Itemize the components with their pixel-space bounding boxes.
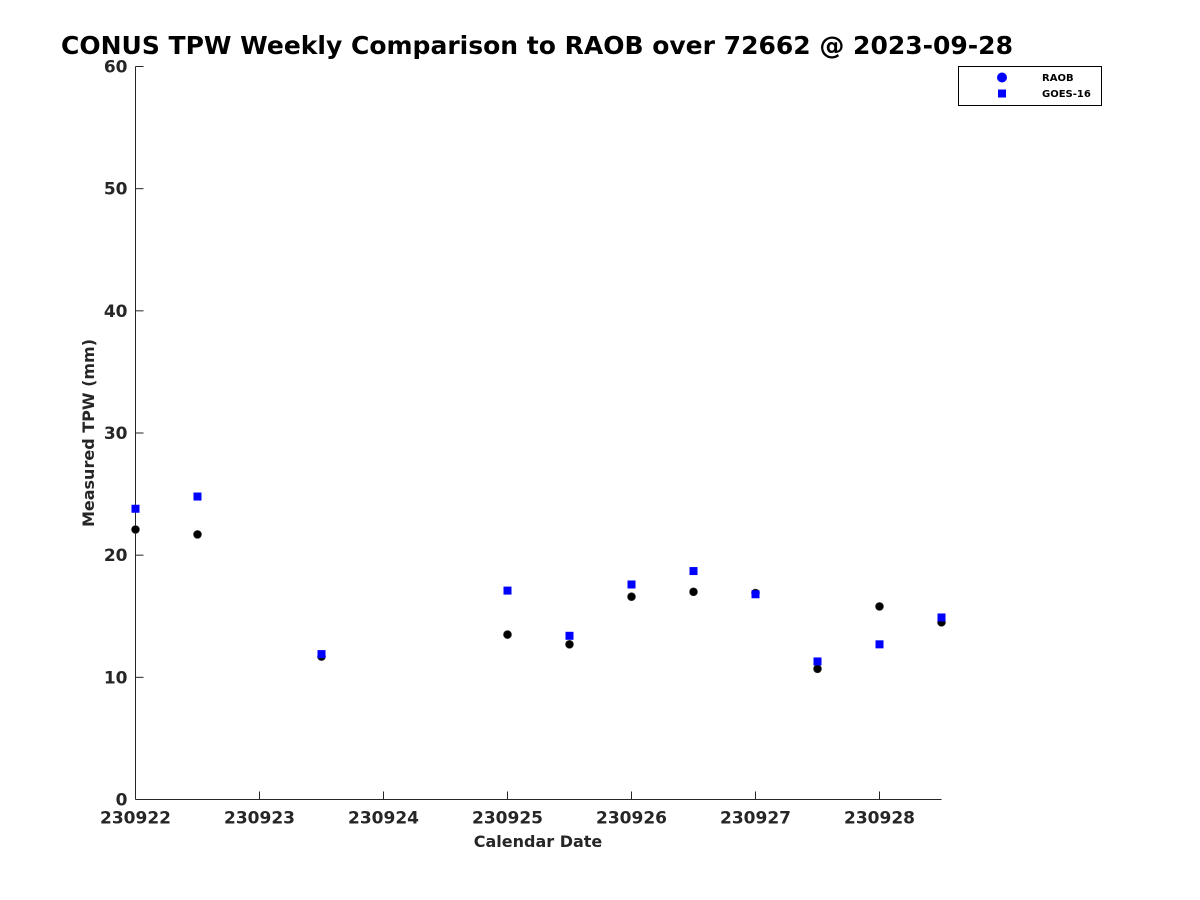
legend-label-goes16: GOES-16 <box>1042 89 1091 100</box>
point-goes16 <box>193 492 202 501</box>
chart-title: CONUS TPW Weekly Comparison to RAOB over… <box>61 31 1013 60</box>
legend-box <box>958 66 1102 106</box>
point-goes16 <box>565 631 574 640</box>
legend: RAOB GOES-16 <box>958 66 1102 106</box>
x-tick-label: 230926 <box>596 809 667 829</box>
data-points <box>131 492 946 674</box>
y-tick-label: 0 <box>116 791 128 811</box>
x-tick-label: 230927 <box>720 809 791 829</box>
x-tick-label: 230924 <box>348 809 419 829</box>
point-goes16 <box>937 613 946 622</box>
y-axis-label: Measured TPW (mm) <box>79 339 98 527</box>
legend-marker-goes16 <box>998 89 1006 98</box>
point-raob <box>193 530 202 539</box>
point-goes16 <box>813 657 822 666</box>
legend-marker-raob <box>997 72 1007 83</box>
x-tick-label: 230925 <box>472 809 543 829</box>
point-raob <box>565 640 574 649</box>
point-raob <box>503 630 512 639</box>
point-goes16 <box>503 586 512 595</box>
legend-label-raob: RAOB <box>1042 73 1074 84</box>
point-goes16 <box>317 650 326 659</box>
x-tick-label: 230928 <box>844 809 915 829</box>
y-axis-ticks: 0 10 20 30 40 50 60 <box>104 58 144 811</box>
y-tick-label: 40 <box>104 302 128 322</box>
y-tick-label: 60 <box>104 58 128 78</box>
y-tick-label: 10 <box>104 668 128 688</box>
y-tick-label: 20 <box>104 546 128 566</box>
y-tick-label: 30 <box>104 424 128 444</box>
point-goes16 <box>131 504 140 513</box>
point-raob <box>875 602 884 611</box>
x-tick-label: 230922 <box>100 809 171 829</box>
point-goes16 <box>627 580 636 589</box>
point-goes16 <box>689 567 698 576</box>
x-tick-label: 230923 <box>224 809 295 829</box>
point-raob <box>813 664 822 674</box>
point-raob <box>627 592 636 602</box>
y-tick-label: 50 <box>104 180 128 200</box>
point-goes16 <box>875 640 884 649</box>
x-axis-label: Calendar Date <box>474 832 603 851</box>
point-raob <box>689 587 698 597</box>
point-goes16 <box>751 590 760 599</box>
x-axis-ticks: 230922 230923 230924 230925 230926 230927 2309… <box>100 791 915 829</box>
point-raob <box>131 525 140 534</box>
series-goes-16 <box>131 492 946 666</box>
